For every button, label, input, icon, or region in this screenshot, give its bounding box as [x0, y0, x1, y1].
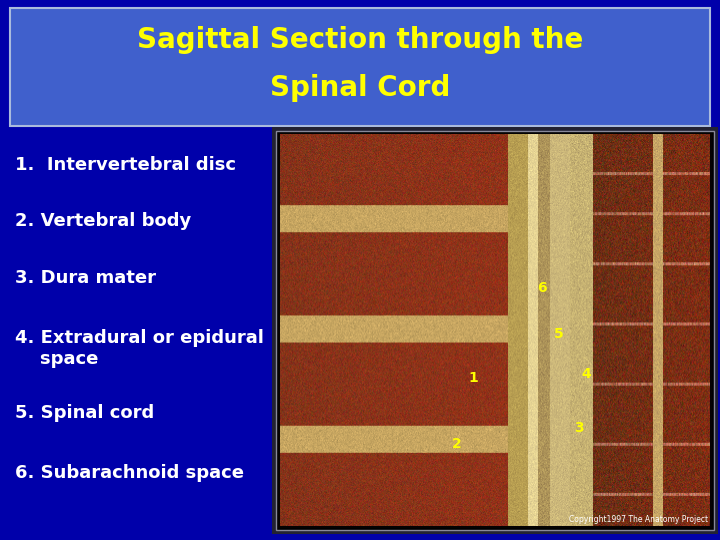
Text: 1: 1: [469, 372, 478, 386]
Text: Sagittal Section through the: Sagittal Section through the: [137, 26, 583, 54]
Bar: [272, 127, 718, 534]
Text: 3. Dura mater: 3. Dura mater: [15, 269, 156, 287]
Text: 4: 4: [582, 367, 591, 381]
Text: 6. Subarachnoid space: 6. Subarachnoid space: [15, 463, 244, 482]
Text: 6: 6: [536, 281, 546, 295]
Text: 5: 5: [554, 327, 563, 341]
FancyBboxPatch shape: [10, 8, 710, 126]
Text: 3: 3: [574, 422, 583, 435]
Text: 4. Extradural or epidural
    space: 4. Extradural or epidural space: [15, 329, 264, 368]
Text: Spinal Cord: Spinal Cord: [270, 74, 450, 102]
Text: 5. Spinal cord: 5. Spinal cord: [15, 404, 154, 422]
Text: Copyright1997 The Anatomy Project: Copyright1997 The Anatomy Project: [570, 516, 708, 524]
Text: 2. Vertebral body: 2. Vertebral body: [15, 212, 192, 231]
Text: 1.  Intervertebral disc: 1. Intervertebral disc: [15, 156, 236, 174]
Bar: [276, 131, 714, 530]
Text: 2: 2: [451, 436, 462, 450]
